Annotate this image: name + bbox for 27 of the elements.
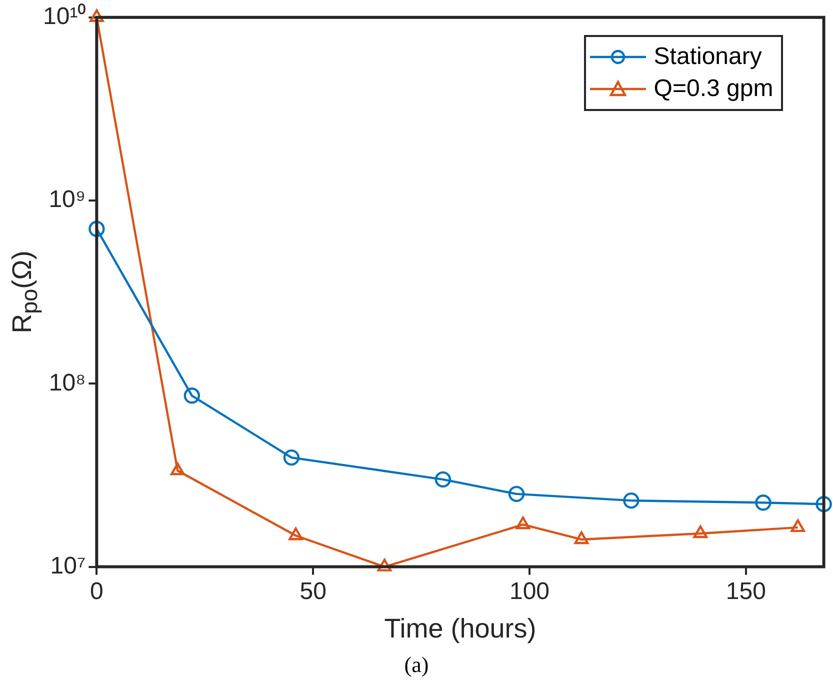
x-tick-label: 0 [90, 578, 104, 605]
point [377, 558, 392, 572]
x-tick-label: 50 [300, 578, 326, 605]
text: (a) [403, 652, 430, 678]
point [170, 462, 185, 476]
point [574, 531, 589, 544]
point [516, 516, 530, 530]
y-tick-label: 10⁷ [50, 552, 86, 580]
legend-label: Q=0.3 gpm [654, 75, 774, 104]
y-tick-label: 10⁸ [48, 369, 86, 396]
point [623, 492, 640, 509]
point [816, 496, 832, 512]
point [790, 519, 805, 532]
point [755, 494, 772, 511]
point [184, 388, 200, 404]
point [88, 220, 105, 237]
point [283, 449, 300, 466]
x-tick-label: 100 [509, 578, 550, 605]
point [434, 471, 452, 488]
y-tick-label: 10⁹ [48, 186, 86, 214]
x-axis-title: Time (hours) [384, 613, 536, 644]
point [693, 525, 708, 538]
legend-label: Stationary [654, 43, 762, 72]
y-tick-label: 10¹⁰ [43, 3, 86, 30]
point [508, 486, 525, 502]
x-tick-label: 150 [726, 578, 766, 605]
point [288, 528, 303, 540]
